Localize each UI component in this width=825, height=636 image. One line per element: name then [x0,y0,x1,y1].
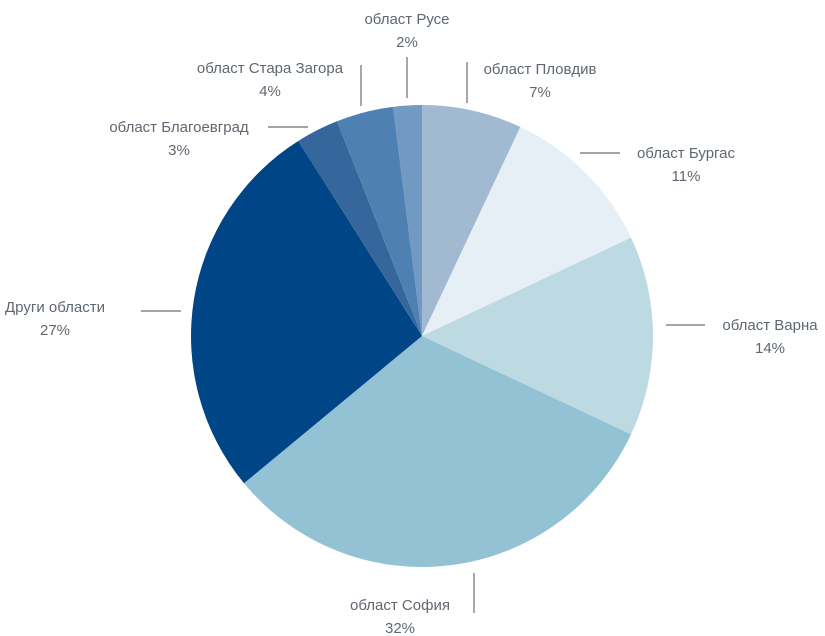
pie-slice-5 [191,140,422,484]
pie-slice-7 [336,106,422,336]
slice-label-6: област Благоевград [109,119,249,136]
slice-label-7: област Стара Загора [197,60,344,77]
slice-percent-5: 27% [40,322,70,339]
pie-slice-8 [393,105,422,336]
slice-percent-2: 11% [672,168,701,185]
leader-lines [141,57,705,613]
slice-percent-1: 7% [529,84,551,101]
pie-slices [191,105,654,568]
slice-label-3: област Варна [722,317,818,334]
pie-slice-2 [422,126,632,336]
slice-label-5: Други области [5,299,105,316]
slice-label-2: област Бургас [637,145,736,162]
slice-label-8: област Русе [364,11,449,28]
pie-slice-6 [298,121,422,336]
slice-percent-4: 32% [385,620,415,636]
slice-labels: област Пловдив 7% област Бургас 11% област В… [5,11,818,636]
slice-label-4: област София [350,597,450,614]
slice-percent-7: 4% [259,83,281,100]
slice-percent-3: 14% [755,340,785,357]
pie-slice-1 [422,105,521,336]
pie-slice-4 [244,336,632,568]
pie-slice-3 [422,237,654,435]
slice-label-1: област Пловдив [484,61,597,78]
slice-percent-6: 3% [168,142,190,159]
slice-percent-8: 2% [396,34,418,51]
